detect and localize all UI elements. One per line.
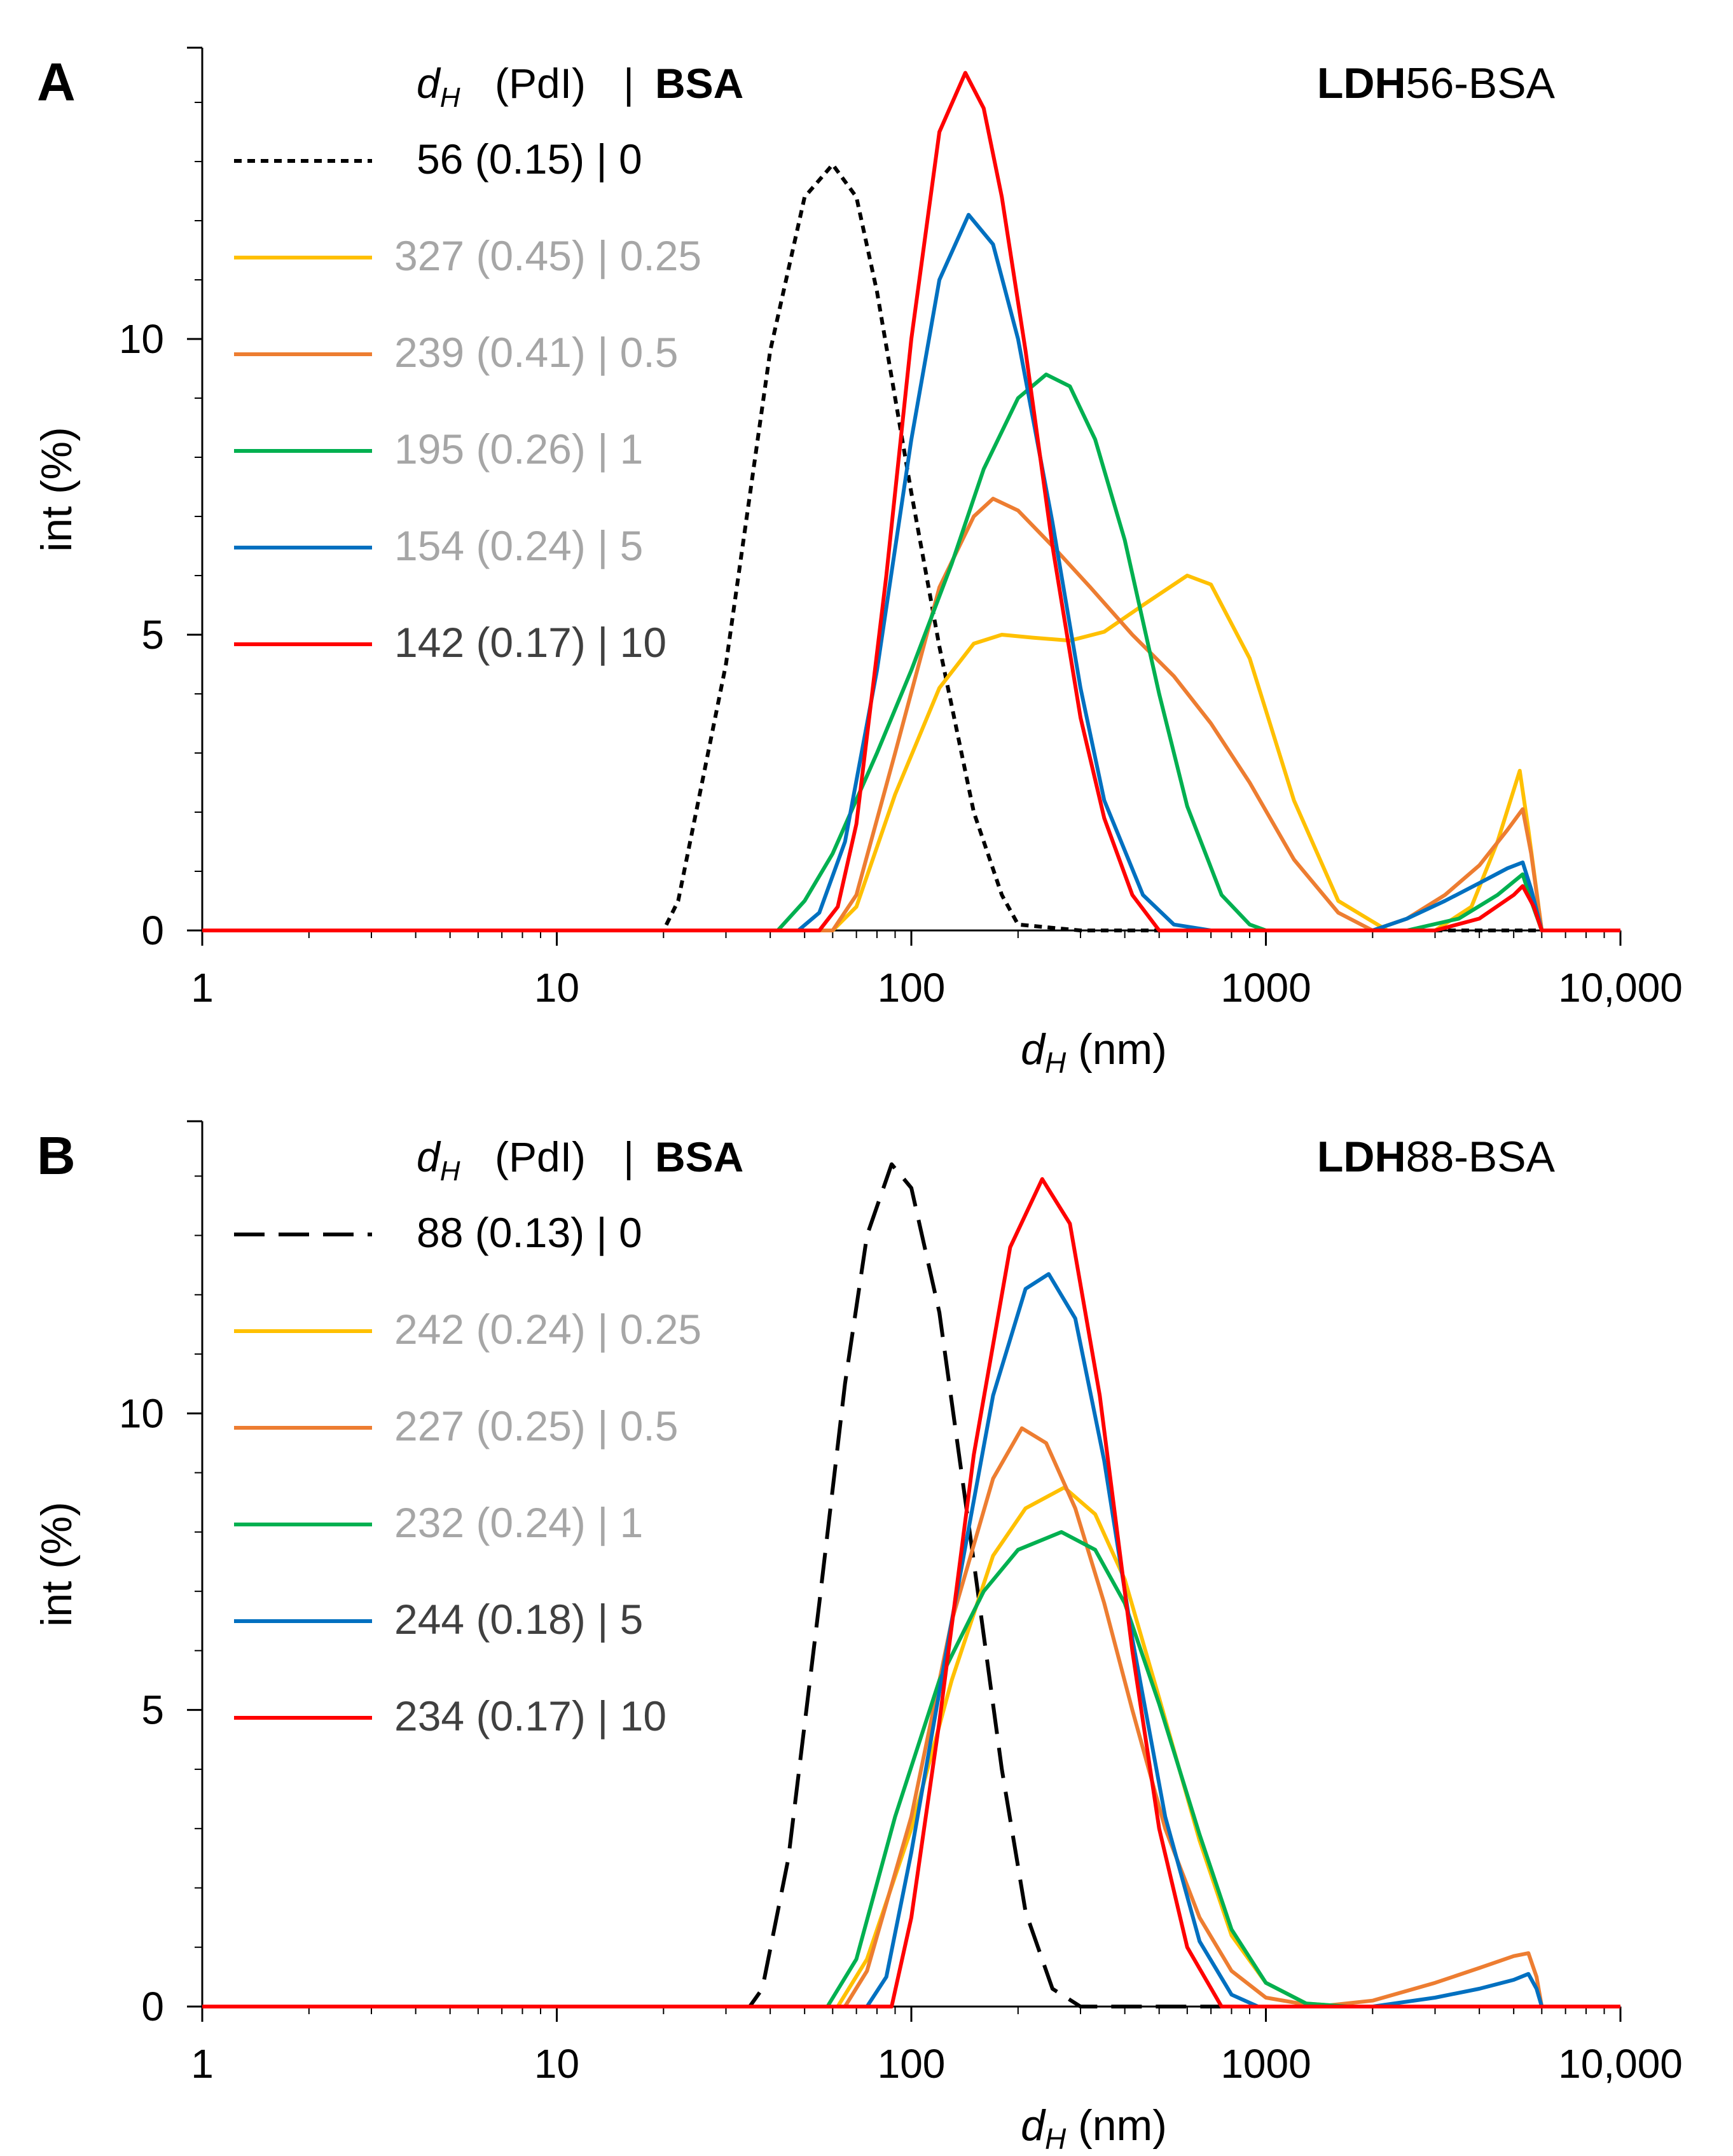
y-axis-label: int (%) — [32, 427, 81, 551]
y-tick-label: 5 — [141, 1687, 164, 1733]
x-tick-label: 10,000 — [1558, 2041, 1683, 2087]
series-line — [202, 574, 1620, 932]
x-axis-label-subscript: H — [1045, 2122, 1067, 2155]
legend-label: 154 (0.24) | 5 — [394, 522, 643, 569]
panel-title: LDH88-BSA — [1317, 1133, 1556, 1181]
x-axis-label: dH (nm) — [1021, 1025, 1167, 1079]
legend-label: 56 (0.15) | 0 — [417, 135, 642, 183]
panel-title: LDH56-BSA — [1317, 59, 1556, 107]
x-tick-label: 100 — [878, 2041, 946, 2087]
series-line — [202, 162, 1620, 932]
panel-letter: A — [37, 52, 76, 112]
legend-header-dh: dH — [417, 1133, 460, 1187]
series-line — [202, 1177, 1620, 2008]
legend-header-dh: dH — [417, 60, 460, 113]
legend-header-subscript: H — [440, 82, 460, 113]
series-line — [202, 497, 1620, 932]
legend-label: 239 (0.41) | 0.5 — [394, 329, 678, 376]
x-tick-label: 100 — [878, 965, 946, 1011]
legend-label: 195 (0.26) | 1 — [394, 425, 643, 473]
x-tick-label: 1 — [191, 2041, 214, 2087]
panel-title-rest: 56-BSA — [1406, 59, 1556, 107]
legend-header-bsa: BSA — [655, 1133, 743, 1180]
x-axis-label-symbol: d — [1021, 2101, 1046, 2150]
legend-label: 234 (0.17) | 10 — [394, 1692, 666, 1739]
legend-header-symbol: d — [417, 1133, 441, 1180]
legend-label: 142 (0.17) | 10 — [394, 619, 666, 666]
panel-title-rest: 88-BSA — [1406, 1133, 1556, 1181]
y-axis-label: int (%) — [32, 1502, 81, 1626]
series-line — [202, 212, 1620, 932]
legend-label: 88 (0.13) | 0 — [417, 1209, 642, 1256]
legend-label: 232 (0.24) | 1 — [394, 1499, 643, 1546]
series-line — [202, 1530, 1620, 2008]
legend-header-subscript: H — [440, 1156, 460, 1187]
legend-label: 227 (0.25) | 0.5 — [394, 1402, 678, 1449]
x-tick-label: 10,000 — [1558, 965, 1683, 1011]
x-axis-label-symbol: d — [1021, 1025, 1046, 1074]
panel-title-bold: LDH — [1317, 1133, 1406, 1181]
y-tick-label: 5 — [141, 612, 164, 658]
y-tick-label: 10 — [119, 1390, 164, 1436]
x-tick-label: 1000 — [1220, 2041, 1311, 2087]
panel-title-bold: LDH — [1317, 59, 1406, 107]
y-tick-label: 0 — [141, 1984, 164, 2029]
legend-header-symbol: d — [417, 60, 441, 107]
legend-header-pdi: (PdI) — [495, 60, 586, 107]
legend-header-pdi: (PdI) — [495, 1133, 586, 1180]
x-tick-label: 10 — [534, 2041, 579, 2087]
legend-header-sep: | — [623, 1133, 634, 1180]
series-line — [202, 372, 1620, 932]
legend-header-bsa: BSA — [655, 60, 743, 107]
x-axis-label-unit: (nm) — [1066, 1025, 1167, 1074]
legend-label: 242 (0.24) | 0.25 — [394, 1306, 701, 1353]
panel-letter: B — [37, 1126, 76, 1185]
x-tick-label: 1 — [191, 965, 214, 1011]
legend-label: 327 (0.45) | 0.25 — [394, 232, 701, 279]
y-tick-label: 10 — [119, 316, 164, 362]
series-line — [202, 71, 1620, 932]
x-axis-label-unit: (nm) — [1066, 2101, 1167, 2150]
y-tick-label: 0 — [141, 908, 164, 953]
x-tick-label: 10 — [534, 965, 579, 1011]
legend-label: 244 (0.18) | 5 — [394, 1596, 643, 1643]
x-axis-label: dH (nm) — [1021, 2101, 1167, 2155]
legend-header-sep: | — [623, 60, 634, 107]
series-line — [202, 1162, 1620, 2008]
x-axis-label-subscript: H — [1045, 1046, 1067, 1079]
x-tick-label: 1000 — [1220, 965, 1311, 1011]
series-line — [202, 1272, 1620, 2008]
